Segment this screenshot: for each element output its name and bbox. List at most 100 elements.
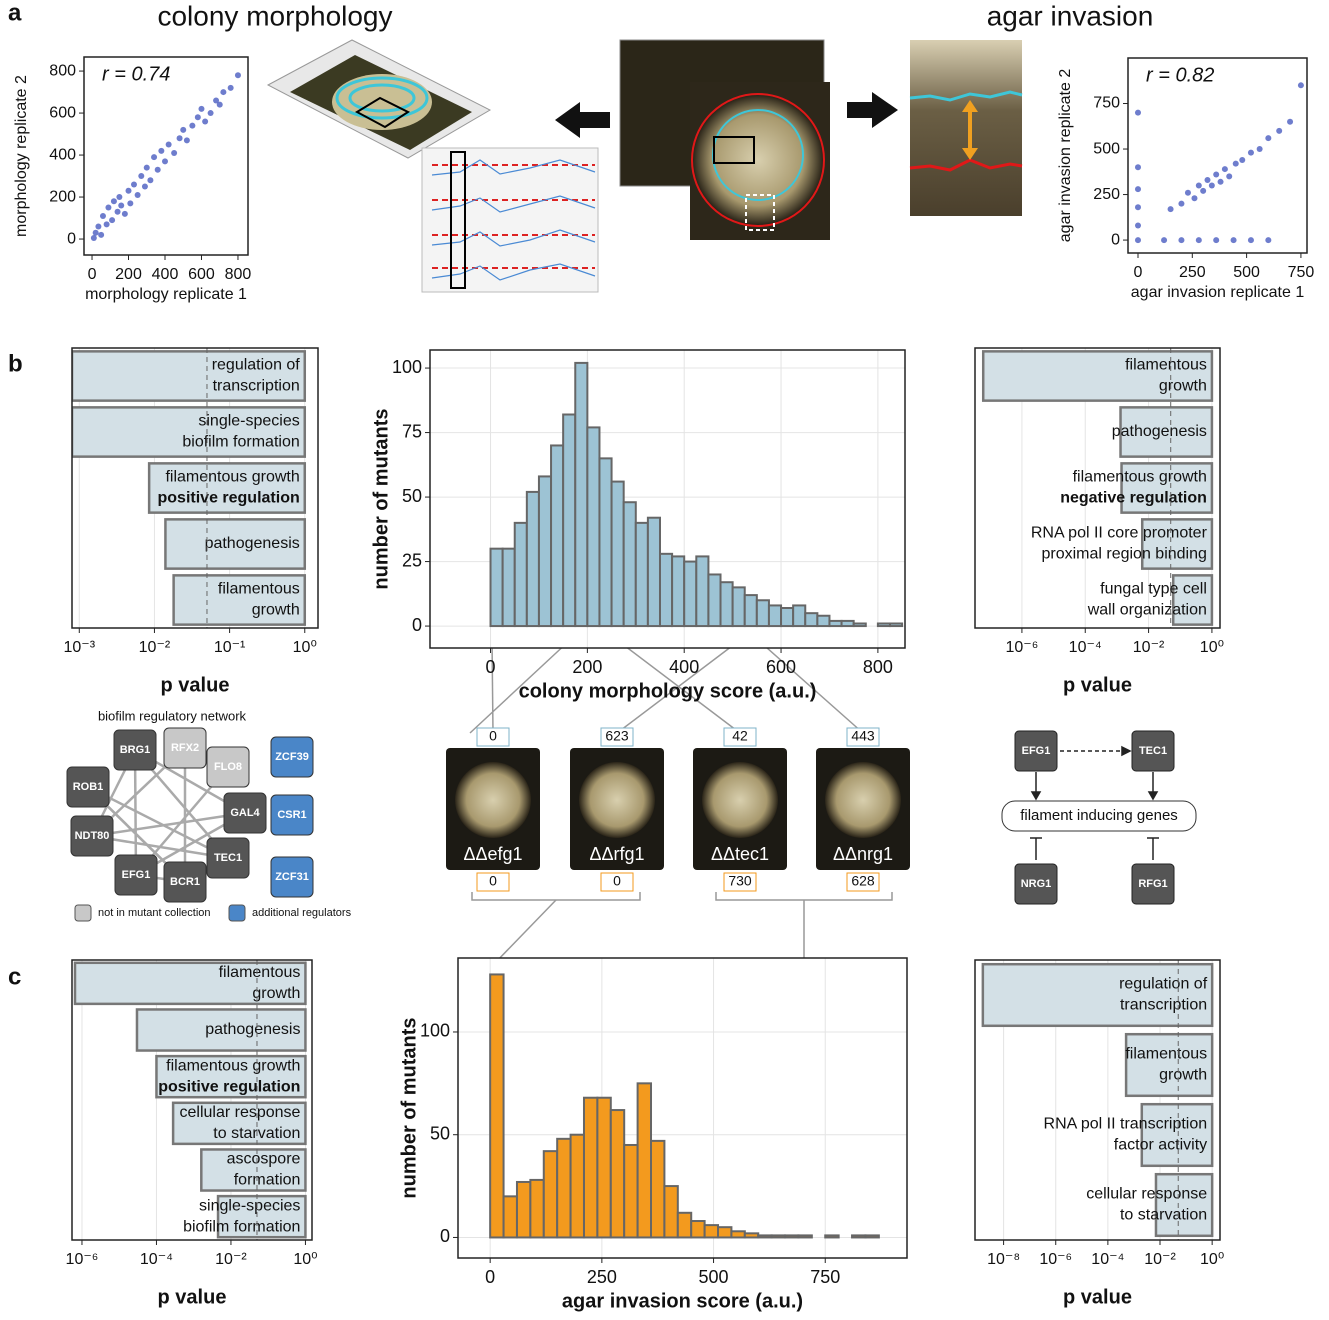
y-tick-label: 0 [412, 615, 422, 635]
point [1209, 182, 1215, 188]
bar [852, 1235, 865, 1237]
bar [587, 427, 599, 626]
category-label: filamentous growth [166, 1057, 300, 1074]
invasion-score: 628 [851, 873, 875, 889]
x-tick-label: 10⁰ [1200, 639, 1224, 656]
point [1135, 164, 1141, 170]
category-label: pathogenesis [205, 1021, 300, 1038]
category-label: cellular response [1086, 1186, 1207, 1203]
network-label: FLO8 [214, 761, 242, 773]
point [1135, 223, 1141, 229]
x-tick-label: 10⁻⁴ [140, 1251, 173, 1268]
point [118, 202, 124, 208]
arrow [555, 102, 610, 138]
y-tick-label: 200 [49, 188, 76, 205]
legend-label: not in mutant collection [98, 907, 211, 919]
point [1231, 237, 1237, 243]
point [158, 148, 164, 154]
x-tick-label: 10⁻² [139, 639, 171, 656]
colony [455, 762, 531, 838]
bar [684, 562, 696, 627]
x-tick-label: 10⁻¹ [214, 639, 246, 656]
invasion-image [910, 40, 1022, 216]
point [1185, 190, 1191, 196]
mutant-tiles: ΔΔefg100ΔΔrfg16230ΔΔtec142730ΔΔnrg144362… [446, 728, 910, 891]
x-tick-label: 10⁻² [1133, 639, 1165, 656]
y-tick-label: 25 [402, 550, 422, 570]
bar [705, 1225, 718, 1237]
bar [660, 554, 672, 626]
bar [708, 574, 720, 626]
pathway-node: NRG1 [1021, 878, 1052, 890]
category-label: growth [252, 602, 300, 619]
point [1226, 173, 1232, 179]
y-axis-label: number of mutants [398, 1017, 420, 1198]
point [147, 177, 153, 183]
point [1135, 237, 1141, 243]
bar [490, 974, 503, 1237]
category-label: proximal region binding [1041, 546, 1206, 563]
network-label: TEC1 [214, 852, 242, 864]
y-tick-label: 0 [67, 230, 76, 247]
point [220, 89, 226, 95]
x-tick-label: 0 [1134, 264, 1143, 281]
x-tick-label: 10⁻⁶ [66, 1251, 99, 1268]
x-tick-label: 200 [115, 266, 142, 283]
network-label: ZCF39 [275, 751, 309, 763]
morphology-score: 42 [732, 728, 748, 744]
bar [793, 605, 805, 626]
point [104, 221, 110, 227]
point [93, 230, 99, 236]
y-axis-label: morphology replicate 2 [13, 75, 30, 237]
bar [624, 1145, 637, 1237]
category-label: biofilm formation [182, 434, 299, 451]
bar [672, 556, 684, 626]
mutant-name: ΔΔrfg1 [589, 844, 644, 864]
network-label: GAL4 [230, 807, 260, 819]
point [228, 85, 234, 91]
point [1233, 161, 1239, 167]
category-label: fungal type cell [1100, 581, 1207, 598]
x-tick-label: 10⁻² [215, 1251, 247, 1268]
bar [785, 1235, 798, 1237]
bar [696, 556, 708, 626]
colony [825, 762, 901, 838]
pathway-node: EFG1 [1022, 745, 1051, 757]
bar [664, 1186, 677, 1237]
bar [544, 1151, 557, 1237]
chart: 10⁻³10⁻²10⁻¹10⁰regulation oftranscriptio… [63, 348, 318, 696]
bar [890, 623, 902, 626]
bar [854, 623, 866, 626]
morphology-score: 623 [605, 728, 629, 744]
y-tick-label: 750 [1093, 95, 1120, 112]
y-tick-label: 600 [49, 104, 76, 121]
bar [721, 582, 733, 626]
category-label: filamentous [1125, 1046, 1207, 1063]
y-tick-label: 800 [49, 62, 76, 79]
point [1218, 179, 1224, 185]
colony [702, 762, 778, 838]
category-label: to starvation [1120, 1207, 1207, 1224]
x-axis-label: colony morphology score (a.u.) [519, 680, 817, 702]
point [1196, 237, 1202, 243]
point [111, 198, 117, 204]
panel-label: c [8, 963, 21, 990]
bar [757, 600, 769, 626]
x-tick-label: 800 [225, 266, 252, 283]
point [1205, 177, 1211, 183]
category-label: transcription [213, 378, 300, 395]
point [1191, 195, 1197, 201]
y-tick-label: 50 [430, 1123, 450, 1143]
x-axis-label: agar invasion score (a.u.) [562, 1290, 803, 1312]
network-label: ZCF31 [275, 871, 309, 883]
x-tick-label: 400 [669, 657, 699, 677]
x-axis-label: p value [158, 1286, 227, 1308]
point [1287, 119, 1293, 125]
point [1213, 237, 1219, 243]
bar [612, 482, 624, 626]
x-tick-label: 600 [188, 266, 215, 283]
plate-image [620, 40, 830, 240]
category-label: positive regulation [158, 490, 300, 507]
invasion-score: 0 [613, 873, 621, 889]
